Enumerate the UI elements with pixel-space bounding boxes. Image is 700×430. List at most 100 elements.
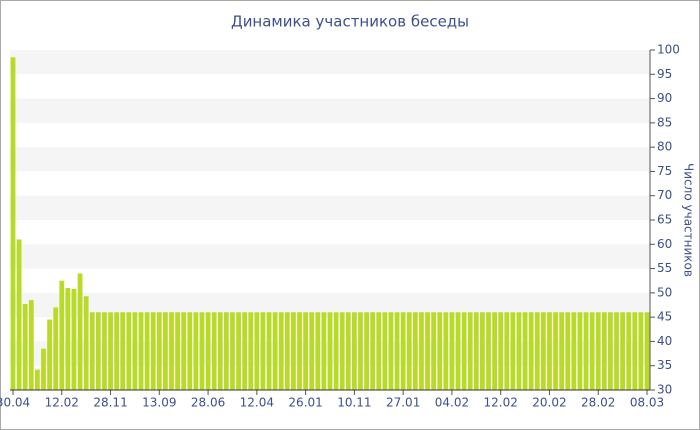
y-axis-label: Число участников bbox=[682, 163, 696, 277]
bar bbox=[126, 312, 132, 390]
bar bbox=[565, 312, 571, 390]
bar bbox=[540, 312, 546, 390]
chart-title: Динамика участников беседы bbox=[231, 13, 469, 31]
y-tick-label: 60 bbox=[657, 237, 672, 251]
x-tick-label: 28.02 bbox=[581, 396, 615, 410]
bar bbox=[163, 312, 168, 390]
bar bbox=[315, 312, 321, 390]
bar bbox=[620, 312, 626, 390]
bar bbox=[108, 312, 113, 390]
bar bbox=[534, 312, 540, 390]
bar bbox=[16, 239, 22, 390]
bar bbox=[522, 312, 528, 390]
bar bbox=[144, 312, 150, 390]
bar bbox=[260, 312, 266, 390]
bar bbox=[626, 312, 632, 390]
bar bbox=[547, 312, 552, 390]
bar bbox=[248, 312, 254, 390]
bar bbox=[394, 312, 400, 390]
bar bbox=[498, 312, 504, 390]
bar bbox=[205, 312, 211, 390]
x-tick-label: 20.02 bbox=[532, 396, 566, 410]
bar bbox=[461, 312, 467, 390]
bar bbox=[638, 312, 644, 390]
y-tick-label: 100 bbox=[657, 43, 680, 57]
bar bbox=[595, 312, 601, 390]
bar bbox=[321, 312, 327, 390]
y-tick-label: 40 bbox=[657, 334, 672, 348]
bar bbox=[516, 312, 522, 390]
bar bbox=[236, 312, 241, 390]
bar bbox=[254, 312, 260, 390]
bar bbox=[559, 312, 565, 390]
y-tick-label: 55 bbox=[657, 261, 672, 275]
bar bbox=[266, 312, 272, 390]
grid-band bbox=[10, 50, 650, 75]
x-tick-label: 08.03 bbox=[630, 396, 664, 410]
bar bbox=[528, 312, 534, 390]
bar bbox=[291, 312, 296, 390]
bar bbox=[388, 312, 394, 390]
bar bbox=[71, 288, 77, 390]
x-tick-label: 28.06 bbox=[191, 396, 225, 410]
x-tick-label: 28.11 bbox=[93, 396, 127, 410]
bar bbox=[132, 312, 138, 390]
bar bbox=[211, 312, 217, 390]
bar bbox=[376, 312, 382, 390]
bar bbox=[583, 312, 589, 390]
bar bbox=[601, 312, 607, 390]
bar bbox=[22, 304, 28, 390]
bar bbox=[169, 312, 174, 390]
bar bbox=[419, 312, 424, 390]
y-tick-label: 50 bbox=[657, 285, 672, 299]
bar bbox=[193, 312, 199, 390]
x-tick-label: 13.09 bbox=[142, 396, 176, 410]
bar bbox=[589, 312, 595, 390]
bar bbox=[327, 312, 333, 390]
grid-band bbox=[10, 98, 650, 123]
bar bbox=[278, 312, 284, 390]
bar bbox=[272, 312, 278, 390]
bar bbox=[486, 312, 491, 390]
bar bbox=[150, 312, 156, 390]
bar bbox=[577, 312, 583, 390]
bar bbox=[467, 312, 473, 390]
y-tick-label: 45 bbox=[657, 310, 672, 324]
bar bbox=[632, 312, 638, 390]
bar bbox=[230, 312, 235, 390]
x-tick-label: 12.02 bbox=[484, 396, 518, 410]
bar bbox=[102, 312, 107, 390]
bar bbox=[492, 312, 497, 390]
bar bbox=[242, 312, 248, 390]
x-tick-label: 12.04 bbox=[240, 396, 274, 410]
bar bbox=[480, 312, 485, 390]
bar bbox=[34, 369, 40, 390]
bar bbox=[187, 312, 193, 390]
bar bbox=[65, 288, 71, 390]
bar bbox=[510, 312, 516, 390]
bar bbox=[437, 312, 443, 390]
bar bbox=[400, 312, 406, 390]
bar bbox=[449, 312, 455, 390]
bar bbox=[156, 312, 162, 390]
bar bbox=[333, 312, 339, 390]
y-tick-label: 80 bbox=[657, 140, 672, 154]
bar bbox=[614, 312, 619, 390]
bar bbox=[412, 312, 418, 390]
bar bbox=[425, 312, 430, 390]
bar bbox=[351, 312, 357, 390]
bar bbox=[504, 312, 510, 390]
bar bbox=[10, 57, 16, 391]
bar bbox=[284, 312, 290, 390]
y-tick-label: 95 bbox=[657, 67, 672, 81]
grid-band bbox=[10, 195, 650, 220]
y-tick-label: 70 bbox=[657, 188, 672, 202]
x-tick-label: 10.11 bbox=[337, 396, 371, 410]
bar bbox=[181, 312, 187, 390]
bar bbox=[370, 312, 376, 390]
bar bbox=[199, 312, 205, 390]
y-tick-label: 75 bbox=[657, 164, 672, 178]
bar bbox=[345, 312, 351, 390]
bar bbox=[431, 312, 437, 390]
